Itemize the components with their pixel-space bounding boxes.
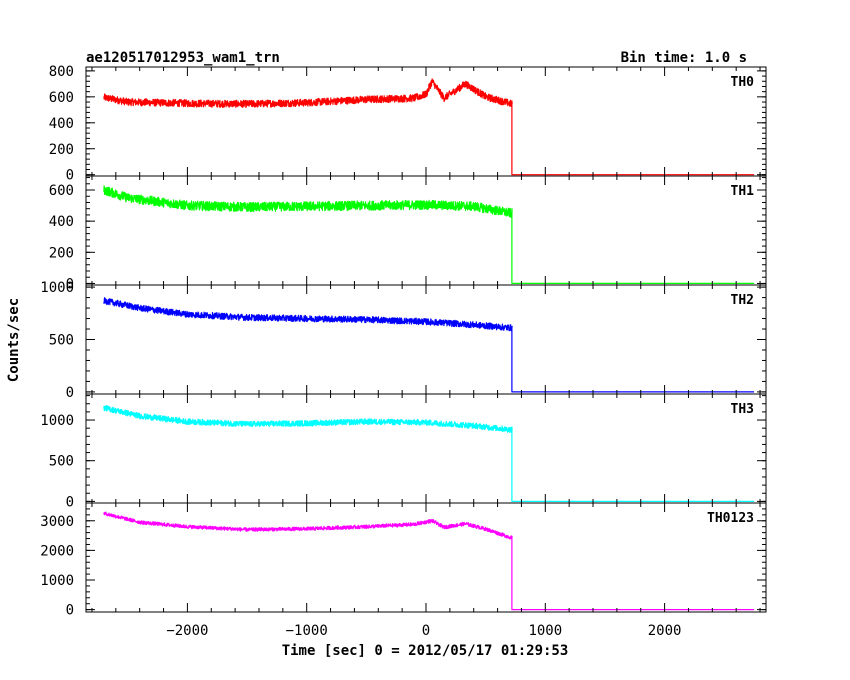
- y-tick-label: 500: [49, 333, 74, 349]
- y-tick-label: 0: [66, 603, 74, 619]
- y-tick-label: 0: [66, 168, 74, 184]
- series-line-th0123: [103, 511, 755, 611]
- y-tick-label: 1000: [40, 280, 74, 296]
- panel-label: TH3: [731, 402, 754, 417]
- panel-th0123: 0 1000 2000 3000 TH0123: [40, 502, 767, 619]
- y-tick-label: 800: [49, 64, 74, 80]
- y-tick-label: 400: [49, 116, 74, 132]
- y-tick-label: 1000: [40, 413, 74, 429]
- y-tick-label: 200: [49, 142, 74, 158]
- panel-frame: [85, 175, 767, 286]
- y-tick-label: 500: [49, 454, 74, 470]
- panel-label: TH0: [731, 75, 755, 90]
- y-tick-label: 0: [66, 276, 74, 292]
- panel-frame: [85, 393, 767, 504]
- series-line-th1: [103, 185, 755, 284]
- x-tick-label: −1000: [286, 623, 328, 639]
- x-axis-title: Time [sec] 0 = 2012/05/17 01:29:53: [282, 643, 569, 659]
- x-tick-label: 1000: [528, 623, 562, 639]
- y-tick-label: 400: [49, 214, 74, 230]
- y-tick-label: 1000: [40, 573, 74, 589]
- x-tick-label: 0: [422, 623, 430, 639]
- series-line-th2: [103, 297, 755, 393]
- y-tick-label: 2000: [40, 543, 74, 559]
- panel-th0: 0 200 400 600 800 TH0: [49, 64, 767, 184]
- panel-label: TH1: [731, 184, 755, 199]
- y-tick-label: 600: [49, 90, 74, 106]
- bin-time-label: Bin time: 1.0 s: [621, 50, 747, 66]
- series-line-th0: [103, 78, 755, 176]
- panel-label: TH2: [731, 293, 754, 308]
- panel-th2: 0 500 1000 TH2: [40, 280, 767, 401]
- panel-frame: [85, 284, 767, 395]
- chart-title: ae120517012953_wam1_trn: [86, 50, 280, 66]
- series-line-th3: [103, 405, 755, 502]
- y-tick-label: 200: [49, 245, 74, 261]
- y-tick-label: 3000: [40, 514, 74, 530]
- y-tick-label: 0: [66, 494, 74, 510]
- panel-label: TH0123: [707, 511, 754, 526]
- panel-frame: [85, 502, 767, 613]
- panel-th1: 0 200 400 600 TH1: [49, 175, 767, 292]
- y-axis-title: Counts/sec: [6, 298, 22, 382]
- panel-th3: 0 500 1000 TH3: [40, 393, 767, 510]
- y-tick-label: 600: [49, 183, 74, 199]
- y-tick-label: 0: [66, 385, 74, 401]
- x-tick-label: −2000: [166, 623, 208, 639]
- x-tick-label: 2000: [648, 623, 682, 639]
- panel-frame: [85, 66, 767, 177]
- panel-group: 0 200 400 600 800 TH0 0 200 400 600 TH1 0 500 1000 TH2…: [40, 64, 767, 639]
